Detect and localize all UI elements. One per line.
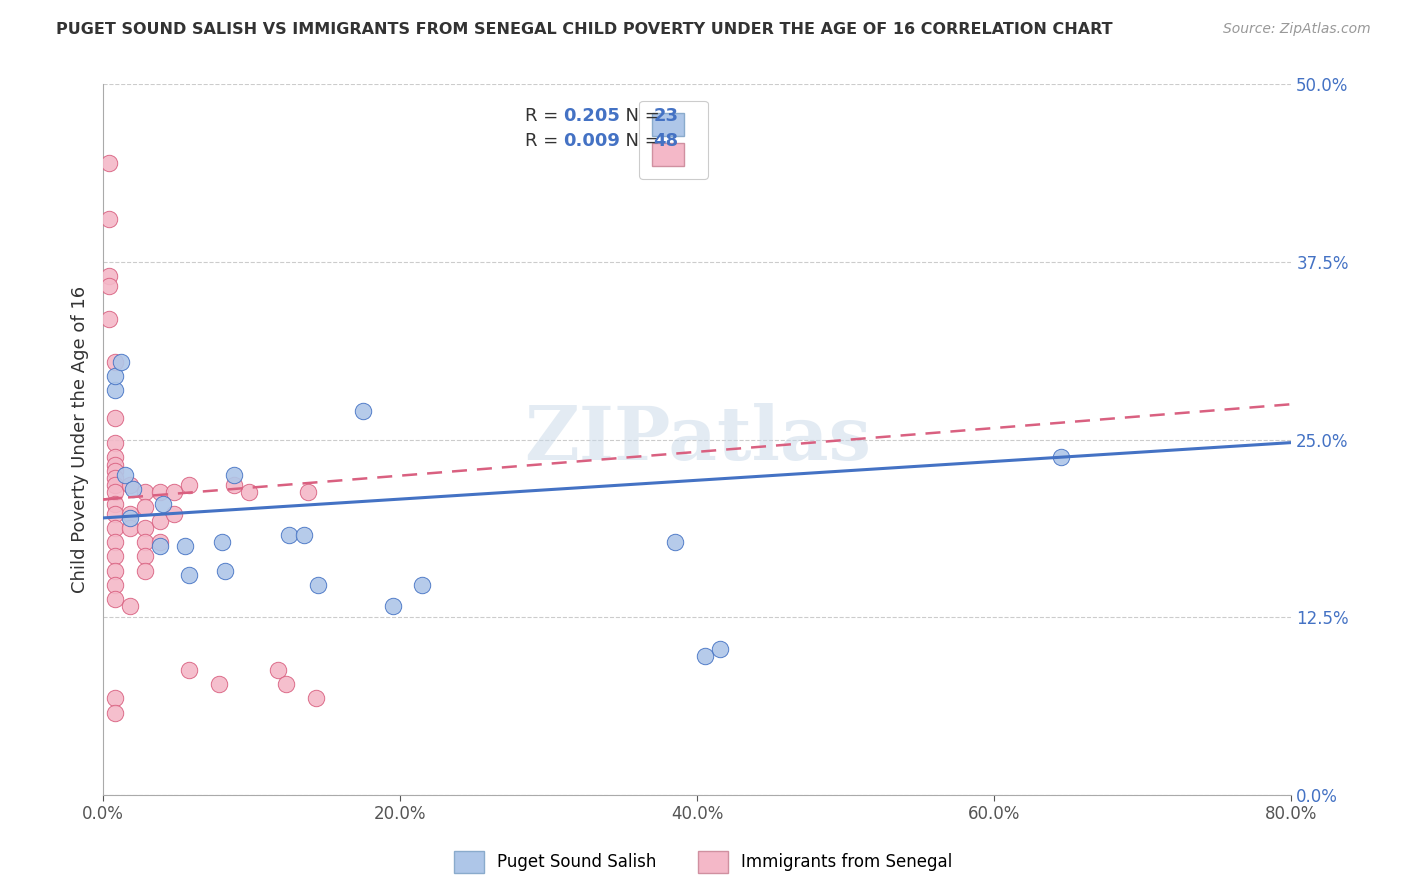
Legend: Puget Sound Salish, Immigrants from Senegal: Puget Sound Salish, Immigrants from Sene… (447, 845, 959, 880)
Point (110, 354, 132, 368)
Point (148, 485, 170, 500)
Point (664, 535, 686, 549)
Point (98, 279, 121, 293)
Point (179, 663, 201, 677)
Point (98, 312, 121, 326)
Point (163, 485, 186, 500)
Point (292, 528, 315, 542)
Point (104, 368, 127, 383)
Point (148, 539, 170, 553)
Point (104, 591, 127, 606)
Point (214, 564, 236, 578)
Point (104, 485, 127, 500)
Point (104, 471, 127, 485)
Point (148, 535, 170, 549)
Point (179, 478, 201, 492)
Point (693, 648, 716, 663)
Point (104, 521, 127, 535)
Point (277, 528, 299, 542)
Text: PUGET SOUND SALISH VS IMMIGRANTS FROM SENEGAL CHILD POVERTY UNDER THE AGE OF 16 : PUGET SOUND SALISH VS IMMIGRANTS FROM SE… (56, 22, 1114, 37)
Point (381, 599, 404, 613)
Point (121, 483, 143, 497)
Point (297, 485, 319, 500)
Point (114, 468, 136, 483)
Legend: , : , (640, 101, 707, 178)
Text: R =: R = (524, 132, 564, 150)
Text: Source: ZipAtlas.com: Source: ZipAtlas.com (1223, 22, 1371, 37)
Point (104, 458, 127, 473)
Point (118, 599, 141, 613)
Point (134, 535, 156, 549)
Point (104, 507, 127, 521)
Point (134, 485, 156, 500)
Point (267, 663, 290, 677)
Point (163, 507, 186, 521)
Text: ZIPatlas: ZIPatlas (523, 403, 870, 476)
Point (104, 411, 127, 425)
Point (104, 464, 127, 478)
Point (104, 435, 127, 450)
Point (104, 497, 127, 511)
Text: 48: 48 (654, 132, 678, 150)
Point (1050, 450, 1073, 464)
Point (104, 564, 127, 578)
Point (304, 691, 326, 706)
Point (134, 521, 156, 535)
Point (118, 507, 141, 521)
Text: 0.205: 0.205 (562, 107, 620, 126)
Point (709, 641, 731, 656)
Point (179, 567, 201, 582)
Point (104, 450, 127, 464)
Point (274, 677, 297, 691)
Point (411, 578, 433, 592)
Point (308, 578, 330, 592)
Point (104, 383, 127, 397)
Text: 0.009: 0.009 (562, 132, 620, 150)
Point (152, 497, 174, 511)
Point (134, 549, 156, 564)
Text: N =: N = (614, 107, 665, 126)
Point (98, 269, 121, 284)
Point (211, 535, 233, 549)
Point (118, 478, 141, 492)
Point (104, 706, 127, 720)
Point (98, 212, 121, 227)
Point (104, 535, 127, 549)
Point (98, 155, 121, 169)
Text: N =: N = (614, 132, 665, 150)
Point (104, 578, 127, 592)
Point (134, 564, 156, 578)
Point (238, 485, 260, 500)
Text: 23: 23 (654, 107, 678, 126)
Y-axis label: Child Poverty Under the Age of 16: Child Poverty Under the Age of 16 (72, 286, 89, 593)
Text: R =: R = (524, 107, 564, 126)
Point (118, 521, 141, 535)
Point (104, 354, 127, 368)
Point (118, 511, 141, 525)
Point (222, 478, 245, 492)
Point (222, 468, 245, 483)
Point (208, 677, 231, 691)
Point (104, 478, 127, 492)
Point (134, 500, 156, 514)
Point (352, 404, 374, 418)
Point (104, 691, 127, 706)
Point (148, 514, 170, 528)
Point (104, 549, 127, 564)
Point (173, 539, 195, 553)
